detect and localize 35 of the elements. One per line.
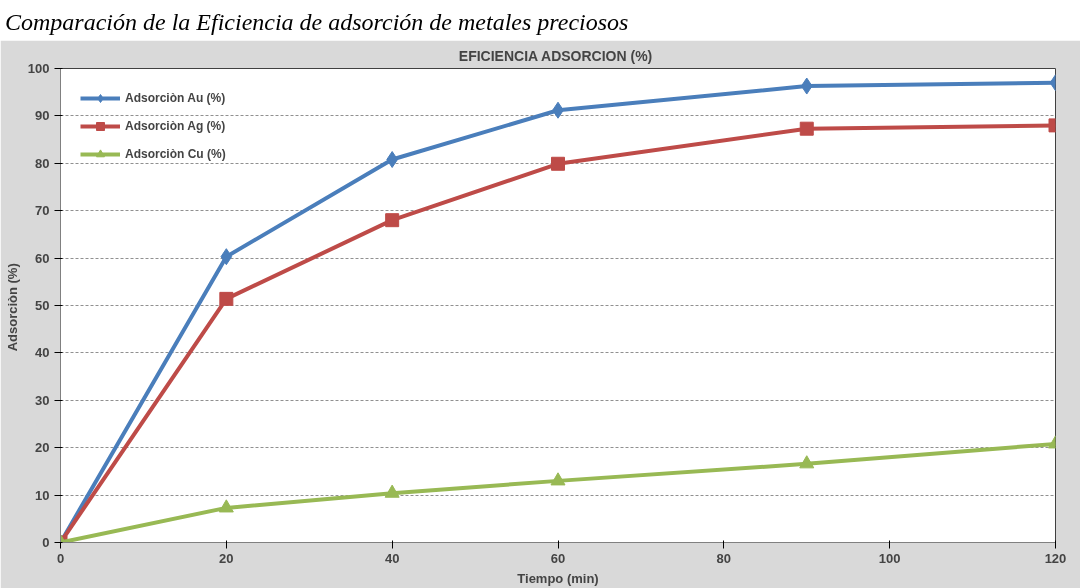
point (799, 121, 814, 136)
point (550, 472, 566, 486)
legend-label: Adsorciòn Cu (%) (125, 147, 226, 161)
legend-label: Adsorciòn Ag (%) (125, 119, 226, 133)
y-tick-label: 40 (35, 345, 50, 361)
y-tick-label: 80 (35, 155, 50, 171)
x-tick-label: 0 (56, 550, 65, 566)
y-tick-label: 50 (35, 298, 50, 313)
y-tick-label: 30 (35, 392, 50, 408)
x-tick-label: 40 (384, 550, 400, 566)
y-axis-title: Adsorciòn (%) (4, 263, 20, 352)
y-tick-label: 20 (35, 440, 50, 456)
x-tick-label: 120 (1044, 550, 1067, 566)
legend-label: Adsorciòn Au (%) (125, 91, 226, 105)
point (385, 213, 400, 228)
x-tick-label: 80 (716, 550, 732, 566)
y-tick-label: 60 (35, 250, 50, 266)
point (220, 248, 233, 266)
point (799, 455, 815, 469)
y-tick-label: 100 (27, 61, 50, 76)
point (384, 484, 400, 498)
x-axis-title: Tiempo (min) (517, 570, 599, 586)
point (219, 291, 234, 306)
point (218, 499, 234, 513)
x-tick-label: 100 (878, 550, 901, 566)
y-tick-label: 10 (35, 487, 50, 503)
point (551, 156, 565, 171)
point (800, 77, 813, 95)
text: Comparación de la Eficiencia de adsorción de metales preciosos (5, 8, 629, 37)
x-tick-label: 20 (219, 550, 234, 566)
y-tick-label: 90 (35, 108, 50, 124)
y-tick-label: 0 (42, 535, 50, 550)
x-tick-label: 60 (550, 550, 566, 566)
y-tick-label: 70 (35, 203, 50, 219)
chart-title: EFICIENCIA ADSORCION (%) (458, 47, 653, 64)
